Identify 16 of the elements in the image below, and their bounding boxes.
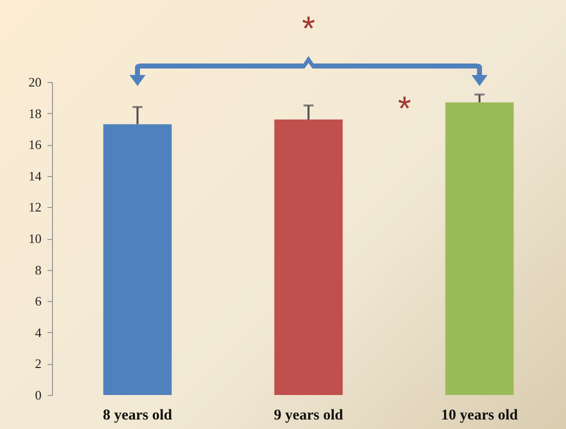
- x-tick-label: 8 years old: [102, 408, 173, 424]
- annotation: *: [398, 90, 412, 128]
- y-tick-label: 2: [35, 356, 42, 372]
- y-tick-label: 14: [28, 168, 42, 184]
- y-tick-label: 16: [28, 137, 42, 152]
- text: *: [302, 10, 316, 48]
- x-tick-label: 10 years old: [441, 408, 518, 424]
- y-tick-label: 0: [35, 388, 42, 402]
- y-tick-label: 18: [28, 106, 42, 121]
- y-tick-label: 6: [35, 294, 42, 309]
- y-tick-label: 10: [28, 231, 42, 246]
- y-tick-label: 20: [28, 74, 42, 90]
- y-tick-label: 4: [35, 324, 42, 340]
- y-tick-label: 8: [35, 262, 42, 278]
- y-tick-label: 12: [28, 200, 42, 215]
- x-tick-label: 9 years old: [274, 408, 344, 424]
